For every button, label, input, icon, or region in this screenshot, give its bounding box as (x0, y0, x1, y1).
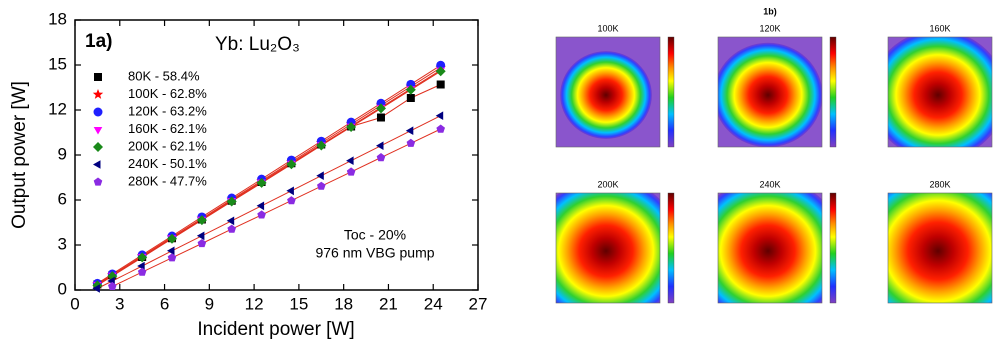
chart-title: 1a) (85, 31, 112, 52)
page: {"chart_data": {"type": "scatter", "titl… (0, 0, 998, 345)
panel-title: 200K (597, 179, 618, 189)
colorbar (668, 37, 674, 147)
x-tick-label: 21 (379, 294, 398, 313)
data-point (227, 225, 236, 233)
x-tick-label: 9 (205, 294, 214, 313)
legend-marker (94, 178, 103, 186)
legend-marker (93, 160, 101, 169)
data-point (138, 268, 147, 276)
x-axis-label: Incident power [W] (197, 319, 354, 340)
beam-spot (560, 51, 652, 139)
annotation: 976 nm VBG pump (315, 245, 434, 261)
x-tick-label: 3 (115, 294, 124, 313)
y-tick-label: 0 (58, 279, 67, 298)
x-tick-label: 15 (289, 294, 308, 313)
legend-label: 80K - 58.4% (128, 68, 200, 83)
data-point (168, 253, 177, 261)
data-point (406, 126, 414, 135)
y-tick-label: 3 (58, 234, 67, 253)
panel-title: 160K (929, 23, 950, 33)
legend-marker (93, 142, 103, 152)
data-point (377, 153, 386, 161)
data-point (108, 282, 117, 290)
data-point (436, 111, 444, 120)
colorbar (668, 193, 674, 303)
data-point (227, 217, 235, 226)
legend-marker (93, 89, 103, 99)
legend-label: 200K - 62.1% (128, 138, 207, 153)
y-tick-label: 9 (58, 144, 67, 163)
legend-label: 240K - 50.1% (128, 156, 207, 171)
data-point (346, 156, 354, 165)
data-point (317, 182, 326, 190)
data-point (197, 232, 205, 241)
data-point (287, 196, 296, 204)
panel-title: 280K (929, 179, 950, 189)
data-point (316, 171, 324, 180)
beam-spot (530, 178, 683, 324)
data-point (167, 247, 175, 256)
legend-label: 160K - 62.1% (128, 121, 207, 136)
legend-label: 100K - 62.8% (128, 86, 207, 101)
data-point (407, 139, 416, 147)
data-point (198, 239, 207, 247)
data-point (407, 94, 415, 102)
x-tick-label: 27 (469, 294, 488, 313)
legend-label: 280K - 47.7% (128, 173, 207, 188)
data-point (437, 81, 445, 89)
panel-title: 240K (759, 179, 780, 189)
colorbar (830, 37, 836, 147)
figure-b-label: 1b) (763, 6, 777, 16)
beam-spot (713, 43, 822, 148)
data-point (376, 141, 384, 150)
y-tick-label: 15 (48, 54, 67, 73)
chart-subtitle: Yb: Lu₂O₃ (215, 34, 300, 55)
figure: 1a) Yb: Lu₂O₃ Toc - 20% 976 nm VBG pump … (0, 0, 998, 345)
legend-marker (94, 108, 103, 117)
legend-marker (94, 73, 102, 81)
annotation: Toc - 20% (344, 227, 406, 243)
y-axis-label: Output power [W] (9, 81, 30, 229)
data-point (347, 167, 356, 175)
colorbar (830, 193, 836, 303)
data-point (436, 125, 445, 133)
data-point (286, 187, 294, 196)
panel-title: 100K (597, 23, 618, 33)
data-point (377, 114, 385, 122)
data-point (257, 202, 265, 211)
legend-marker (94, 127, 103, 135)
beam-spot (853, 169, 998, 332)
legend-label: 120K - 63.2% (128, 103, 207, 118)
data-point (257, 210, 266, 218)
beam-spot (692, 178, 845, 324)
x-tick-label: 18 (334, 294, 353, 313)
panel-title: 120K (759, 23, 780, 33)
y-tick-label: 12 (48, 99, 67, 118)
x-tick-label: 6 (160, 294, 169, 313)
x-tick-label: 12 (245, 294, 264, 313)
y-tick-label: 18 (48, 9, 67, 28)
x-tick-label: 0 (70, 294, 79, 313)
x-tick-label: 24 (424, 294, 443, 313)
y-tick-label: 6 (58, 189, 67, 208)
